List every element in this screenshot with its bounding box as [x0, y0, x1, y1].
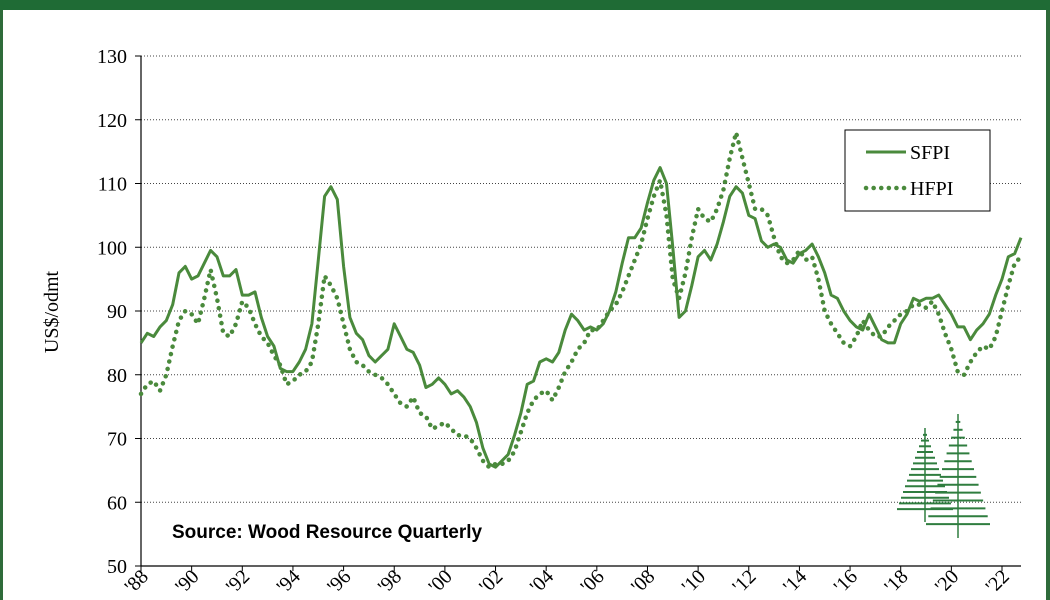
tree-icon-large [926, 414, 990, 538]
frame-right-border [1046, 10, 1050, 600]
tree-icon-small [897, 428, 953, 522]
x-tick-label-2000: '00 [425, 566, 457, 598]
legend-label-hfpi: HFPI [910, 178, 953, 200]
x-tick-label-1992: '92 [222, 566, 254, 598]
x-tick-label-1996: '96 [323, 566, 355, 598]
header-band [0, 0, 1050, 10]
y-tick-label-100: 100 [97, 237, 127, 259]
y-tick-label-120: 120 [97, 110, 127, 132]
x-tick-label-2004: '04 [526, 566, 558, 598]
source-annotation: Source: Wood Resource Quarterly [172, 522, 482, 543]
x-tick-label-1998: '98 [374, 566, 406, 598]
x-tick-label-2012: '12 [728, 566, 760, 598]
y-tick-label-70: 70 [107, 429, 127, 451]
y-tick-label-110: 110 [98, 174, 127, 196]
x-tick-label-2002: '02 [475, 566, 507, 598]
y-tick-label-60: 60 [107, 492, 127, 514]
tree-logo [897, 414, 990, 538]
x-axis-ticks: '88'90'92'94'96'98'00'02'04'06'08'10'12 '… [121, 566, 1014, 598]
x-tick-label-1994: '94 [273, 566, 305, 598]
legend-label-sfpi: SFPI [910, 142, 950, 164]
series-lines [138, 130, 1024, 470]
x-tick-label-2014: '14 [779, 566, 811, 598]
x-tick-label-1990: '90 [171, 566, 203, 598]
gridlines [141, 55, 1021, 503]
y-axis-ticks: 50 60 70 80 90 100 110 120 130 [97, 46, 141, 578]
x-tick-label-2020: '20 [931, 566, 963, 598]
y-tick-label-90: 90 [107, 301, 127, 323]
x-tick-label-2018: '18 [880, 566, 912, 598]
y-axis-label: US$/odmt [41, 270, 63, 353]
y-tick-label-130: 130 [97, 46, 127, 68]
x-tick-label-2010: '10 [678, 566, 710, 598]
x-tick-label-2006: '06 [576, 566, 608, 598]
x-tick-label-2022: '22 [982, 566, 1014, 598]
y-tick-label-80: 80 [107, 365, 127, 387]
y-tick-label-50: 50 [107, 556, 127, 578]
legend-box [844, 129, 991, 212]
series-line-sfpi [139, 166, 1023, 469]
x-tick-label-2008: '08 [627, 566, 659, 598]
series-line-hfpi [138, 130, 1024, 470]
frame-left-border [0, 10, 3, 600]
x-tick-label-2016: '16 [830, 566, 862, 598]
legend: SFPI HFPI [844, 129, 991, 212]
